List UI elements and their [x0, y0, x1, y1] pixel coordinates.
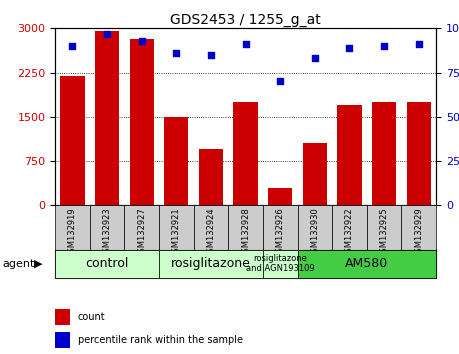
Text: GSM132929: GSM132929: [414, 207, 423, 258]
Bar: [337, 105, 362, 205]
Text: GSM132921: GSM132921: [172, 207, 181, 258]
Point: [207, 52, 215, 58]
Point: [381, 43, 388, 49]
Bar: [60, 75, 84, 205]
FancyBboxPatch shape: [297, 250, 436, 278]
Point: [103, 31, 111, 36]
Text: agent: agent: [2, 259, 35, 269]
Bar: [129, 39, 154, 205]
FancyBboxPatch shape: [332, 205, 367, 250]
Point: [346, 45, 353, 51]
Bar: [407, 102, 431, 205]
Point: [173, 50, 180, 56]
FancyBboxPatch shape: [228, 205, 263, 250]
Bar: [55, 309, 70, 325]
Text: GSM132922: GSM132922: [345, 207, 354, 258]
Text: count: count: [78, 312, 106, 322]
FancyBboxPatch shape: [159, 250, 263, 278]
Text: AM580: AM580: [345, 257, 388, 270]
Point: [311, 56, 319, 61]
Title: GDS2453 / 1255_g_at: GDS2453 / 1255_g_at: [170, 13, 321, 27]
FancyBboxPatch shape: [367, 205, 402, 250]
Text: control: control: [85, 257, 129, 270]
Point: [242, 41, 249, 47]
FancyBboxPatch shape: [263, 205, 297, 250]
Text: GSM132926: GSM132926: [276, 207, 285, 258]
Bar: [55, 332, 70, 348]
Text: GSM132927: GSM132927: [137, 207, 146, 258]
Point: [415, 41, 422, 47]
Bar: [303, 143, 327, 205]
Text: ▶: ▶: [34, 259, 43, 269]
Bar: [268, 188, 292, 205]
FancyBboxPatch shape: [263, 250, 297, 278]
Text: GSM132928: GSM132928: [241, 207, 250, 258]
FancyBboxPatch shape: [194, 205, 228, 250]
FancyBboxPatch shape: [55, 250, 159, 278]
Bar: [199, 149, 223, 205]
Point: [69, 43, 76, 49]
FancyBboxPatch shape: [90, 205, 124, 250]
FancyBboxPatch shape: [159, 205, 194, 250]
FancyBboxPatch shape: [402, 205, 436, 250]
Text: GSM132924: GSM132924: [207, 207, 215, 258]
Text: GSM132923: GSM132923: [102, 207, 112, 258]
Point: [138, 38, 146, 44]
FancyBboxPatch shape: [297, 205, 332, 250]
Text: percentile rank within the sample: percentile rank within the sample: [78, 335, 243, 346]
Text: GSM132930: GSM132930: [310, 207, 319, 258]
Bar: [372, 102, 396, 205]
Bar: [164, 117, 189, 205]
Text: GSM132925: GSM132925: [380, 207, 389, 258]
Bar: [95, 31, 119, 205]
FancyBboxPatch shape: [124, 205, 159, 250]
Text: rosiglitazone
and AGN193109: rosiglitazone and AGN193109: [246, 254, 314, 273]
Point: [276, 79, 284, 84]
FancyBboxPatch shape: [55, 205, 90, 250]
Bar: [234, 102, 257, 205]
Text: GSM132919: GSM132919: [68, 207, 77, 258]
Text: rosiglitazone: rosiglitazone: [171, 257, 251, 270]
